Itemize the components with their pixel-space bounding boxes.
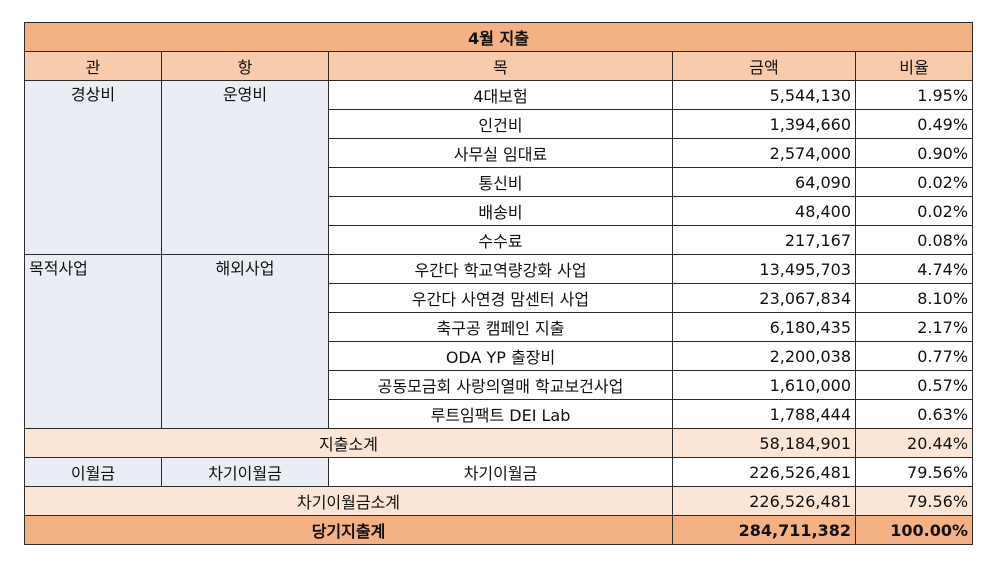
item-amount: 6,180,435 bbox=[672, 312, 856, 342]
item-mok: 우간다 사연경 맘센터 사업 bbox=[328, 283, 673, 313]
item-amount: 48,400 bbox=[672, 196, 856, 226]
subtotal-amount: 58,184,901 bbox=[672, 428, 856, 458]
item-amount: 1,394,660 bbox=[672, 109, 856, 139]
category-gwan: 경상비 bbox=[24, 80, 162, 255]
grand-total-label: 당기지출계 bbox=[24, 515, 673, 545]
title-row: 4월 지출 bbox=[23, 22, 974, 52]
table-row: 경상비 운영비 4대보험 5,544,130 1.95% bbox=[24, 80, 974, 255]
item-mok: ODA YP 출장비 bbox=[328, 341, 673, 371]
carryover-amount: 226,526,481 bbox=[672, 457, 856, 487]
item-amount: 13,495,703 bbox=[672, 254, 856, 284]
item-amount: 2,200,038 bbox=[672, 341, 856, 371]
carryover-subtotal-amount: 226,526,481 bbox=[672, 486, 856, 516]
item-mok: 공동모금회 사랑의열매 학교보건사업 bbox=[328, 370, 673, 400]
category-hang: 해외사업 bbox=[161, 254, 329, 429]
table-row: 수수료 217,167 0.08% bbox=[25, 225, 974, 255]
table-row: 배송비 48,400 0.02% bbox=[25, 196, 974, 226]
item-ratio: 0.08% bbox=[854, 225, 974, 255]
header-amount: 금액 bbox=[672, 51, 856, 81]
item-mok: 축구공 캠페인 지출 bbox=[328, 312, 673, 342]
item-ratio: 0.02% bbox=[854, 196, 974, 226]
expense-subtotal-row: 지출소계 58,184,901 20.44% bbox=[24, 428, 974, 458]
subtotal-label: 지출소계 bbox=[24, 428, 673, 458]
carryover-mok: 차기이월금 bbox=[328, 457, 673, 487]
table-title: 4월 지출 bbox=[23, 22, 974, 52]
carryover-gwan: 이월금 bbox=[24, 457, 162, 487]
item-ratio: 0.90% bbox=[854, 138, 974, 168]
item-amount: 1,788,444 bbox=[672, 399, 856, 429]
carryover-hang: 차기이월금 bbox=[161, 457, 329, 487]
item-mok: 루트임팩트 DEI Lab bbox=[328, 399, 673, 429]
subtotal-ratio: 20.44% bbox=[854, 428, 974, 458]
header-mok: 목 bbox=[328, 51, 673, 81]
item-amount: 5,544,130 bbox=[672, 80, 856, 110]
item-amount: 2,574,000 bbox=[672, 138, 856, 168]
table-row: 인건비 1,394,660 0.49% bbox=[25, 109, 974, 139]
item-ratio: 2.17% bbox=[854, 312, 974, 342]
header-gwan: 관 bbox=[24, 51, 162, 81]
item-ratio: 4.74% bbox=[854, 254, 974, 284]
item-amount: 217,167 bbox=[672, 225, 856, 255]
carryover-ratio: 79.56% bbox=[854, 457, 974, 487]
table-row: 우간다 사연경 맘센터 사업 23,067,834 8.10% bbox=[25, 283, 974, 313]
category-gwan: 목적사업 bbox=[24, 254, 162, 429]
item-ratio: 0.02% bbox=[854, 167, 974, 197]
header-hang: 항 bbox=[161, 51, 329, 81]
table-row: 목적사업 해외사업 우간다 학교역량강화 사업 13,495,703 4.74% bbox=[24, 254, 974, 429]
table-row: 공동모금회 사랑의열매 학교보건사업 1,610,000 0.57% bbox=[25, 370, 974, 400]
item-ratio: 1.95% bbox=[854, 80, 974, 110]
table-row: 사무실 임대료 2,574,000 0.90% bbox=[25, 138, 974, 168]
item-ratio: 0.49% bbox=[854, 109, 974, 139]
item-mok: 배송비 bbox=[328, 196, 673, 226]
table-row: ODA YP 출장비 2,200,038 0.77% bbox=[25, 341, 974, 371]
table-row: 통신비 64,090 0.02% bbox=[25, 167, 974, 197]
item-mok: 4대보험 bbox=[328, 80, 673, 110]
header-ratio: 비율 bbox=[854, 51, 974, 81]
grand-total-row: 당기지출계 284,711,382 100.00% bbox=[24, 515, 974, 545]
item-mok: 인건비 bbox=[328, 109, 673, 139]
table-row: 루트임팩트 DEI Lab 1,788,444 0.63% bbox=[25, 399, 974, 429]
item-amount: 1,610,000 bbox=[672, 370, 856, 400]
item-ratio: 8.10% bbox=[854, 283, 974, 313]
item-ratio: 0.77% bbox=[854, 341, 974, 371]
item-amount: 64,090 bbox=[672, 167, 856, 197]
item-mok: 수수료 bbox=[328, 225, 673, 255]
carryover-subtotal-ratio: 79.56% bbox=[854, 486, 974, 516]
table-row: 축구공 캠페인 지출 6,180,435 2.17% bbox=[25, 312, 974, 342]
header-row: 관 항 목 금액 비율 bbox=[24, 51, 974, 81]
item-amount: 23,067,834 bbox=[672, 283, 856, 313]
item-ratio: 0.63% bbox=[854, 399, 974, 429]
expense-table: 4월 지출 관 항 목 금액 비율 경상비 운영비 4대보험 5,544,130… bbox=[23, 22, 974, 545]
item-ratio: 0.57% bbox=[854, 370, 974, 400]
category-hang: 운영비 bbox=[161, 80, 329, 255]
carryover-subtotal-label: 차기이월금소계 bbox=[24, 486, 673, 516]
grand-total-amount: 284,711,382 bbox=[672, 515, 856, 545]
grand-total-ratio: 100.00% bbox=[854, 515, 974, 545]
carryover-subtotal-row: 차기이월금소계 226,526,481 79.56% bbox=[24, 486, 974, 516]
item-mok: 통신비 bbox=[328, 167, 673, 197]
carryover-row: 이월금 차기이월금 차기이월금 226,526,481 79.56% bbox=[24, 457, 974, 487]
item-mok: 사무실 임대료 bbox=[328, 138, 673, 168]
item-mok: 우간다 학교역량강화 사업 bbox=[328, 254, 673, 284]
